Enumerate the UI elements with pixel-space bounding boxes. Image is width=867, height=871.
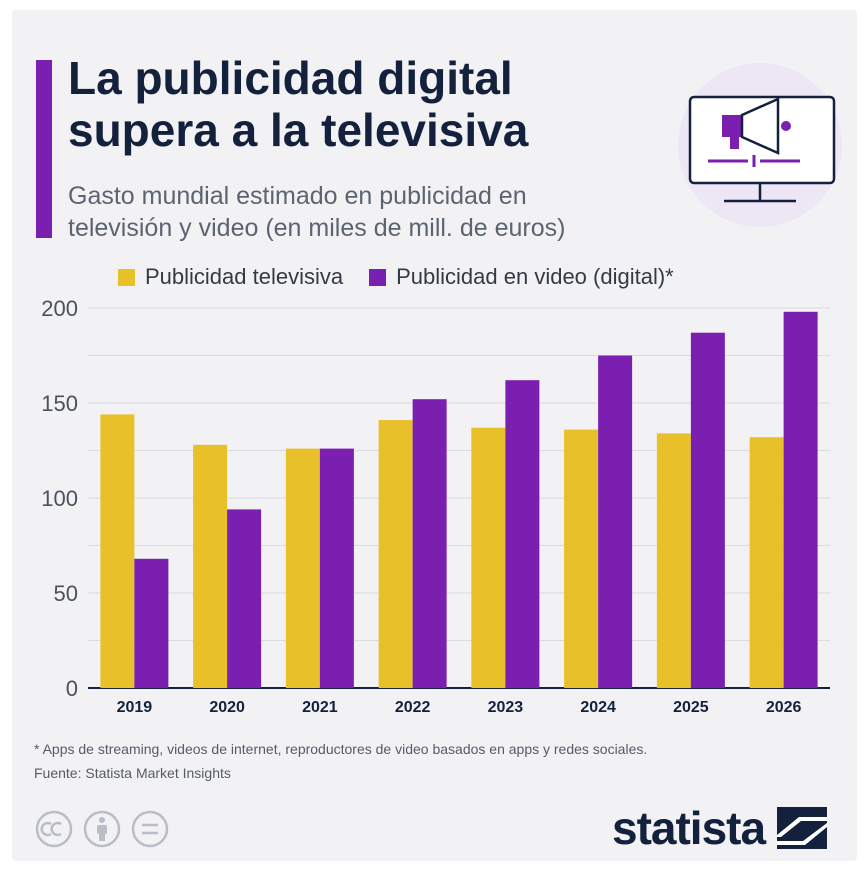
x-tick-label: 2022 bbox=[395, 699, 431, 716]
x-tick-label: 2020 bbox=[209, 699, 245, 716]
bar-video bbox=[227, 509, 262, 688]
legend-item-tv: Publicidad televisiva bbox=[118, 264, 343, 290]
bar-video bbox=[598, 355, 633, 688]
legend-swatch-tv bbox=[118, 268, 135, 286]
legend-label-video: Publicidad en video (digital)* bbox=[396, 264, 674, 289]
accent-bar bbox=[36, 60, 52, 238]
x-tick-label: 2025 bbox=[673, 699, 709, 716]
legend-item-video: Publicidad en video (digital)* bbox=[369, 264, 674, 290]
x-tick-label: 2026 bbox=[766, 699, 802, 716]
footnote: * Apps de streaming, videos de internet,… bbox=[34, 737, 854, 785]
bar-video bbox=[783, 311, 818, 688]
legend-swatch-video bbox=[369, 268, 387, 286]
x-tick-label: 2023 bbox=[488, 699, 524, 716]
y-tick-label: 100 bbox=[41, 486, 78, 511]
statista-logo-icon bbox=[777, 807, 828, 849]
bar-tv bbox=[100, 414, 135, 688]
title-line-2: supera a la televisiva bbox=[68, 104, 529, 156]
bar-video bbox=[319, 448, 354, 688]
y-tick-label: 200 bbox=[41, 296, 78, 321]
bar-tv bbox=[564, 429, 599, 688]
bar-video bbox=[505, 380, 540, 688]
brand-wordmark: statista bbox=[612, 802, 766, 854]
bar-tv bbox=[656, 433, 691, 688]
y-tick-label: 50 bbox=[54, 581, 78, 606]
page-title: La publicidad digital supera a la televi… bbox=[68, 52, 668, 156]
bar-video bbox=[412, 399, 447, 688]
footnote-note: * Apps de streaming, videos de internet,… bbox=[34, 741, 648, 757]
y-tick-label: 150 bbox=[41, 391, 78, 416]
cc-icon bbox=[35, 810, 73, 848]
monitor-megaphone-icon bbox=[660, 55, 850, 235]
x-tick-label: 2024 bbox=[580, 699, 616, 716]
bar-tv bbox=[193, 444, 228, 688]
bar-video bbox=[690, 332, 725, 688]
brand: statista bbox=[612, 800, 828, 856]
license-icons bbox=[34, 806, 184, 852]
bar-tv bbox=[471, 427, 506, 688]
bar-chart: 0 50 100 150 200 2019 2020 2021 2022 2023 2024 2025… bbox=[41, 296, 830, 716]
equals-icon bbox=[131, 810, 169, 848]
bar-tv bbox=[285, 448, 320, 688]
legend-label-tv: Publicidad televisiva bbox=[145, 264, 344, 289]
subtitle-line-2: televisión y video (en miles de mill. de… bbox=[68, 214, 566, 242]
person-icon bbox=[83, 810, 121, 848]
footnote-source: Fuente: Statista Market Insights bbox=[34, 765, 231, 781]
subtitle-line-1: Gasto mundial estimado en publicidad en bbox=[68, 182, 527, 210]
bar-tv bbox=[749, 437, 784, 688]
x-tick-label: 2021 bbox=[302, 699, 338, 716]
bar-video bbox=[134, 558, 169, 688]
x-tick-label: 2019 bbox=[117, 699, 153, 716]
y-tick-label: 0 bbox=[66, 676, 78, 701]
chart-legend: Publicidad televisiva Publicidad en vide… bbox=[118, 262, 700, 292]
bar-tv bbox=[378, 420, 413, 688]
title-line-1: La publicidad digital bbox=[68, 52, 513, 104]
subtitle: Gasto mundial estimado en publicidad en … bbox=[68, 180, 688, 244]
